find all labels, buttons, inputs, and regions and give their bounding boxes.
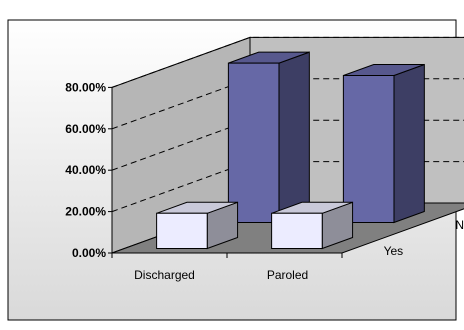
bar-side	[278, 51, 310, 224]
y-tick-label: 80.00%	[65, 80, 106, 94]
bar-no-paroled	[342, 63, 425, 224]
bar-yes-discharged	[156, 201, 239, 250]
bar-front	[342, 75, 395, 223]
bar-front	[271, 212, 323, 249]
y-tick-label: 0.00%	[72, 246, 106, 260]
gridline	[111, 36, 464, 88]
bar-side	[393, 63, 425, 224]
category-label: Paroled	[267, 268, 308, 282]
series-label: Yes	[384, 244, 404, 258]
axis-labels: 0.00% 20.00% 40.00% 60.00% 80.00% Discharged P…	[65, 80, 464, 282]
series-label: No	[455, 218, 464, 232]
category-label: Discharged	[134, 268, 195, 282]
bar-front	[156, 212, 208, 249]
y-tick-label: 20.00%	[65, 205, 106, 219]
bar-yes-paroled	[271, 201, 354, 250]
y-tick-label: 60.00%	[65, 122, 106, 136]
y-tick-label: 40.00%	[65, 163, 106, 177]
bar-front	[227, 62, 280, 223]
bar-no-discharged	[227, 51, 310, 224]
bars	[156, 51, 425, 250]
